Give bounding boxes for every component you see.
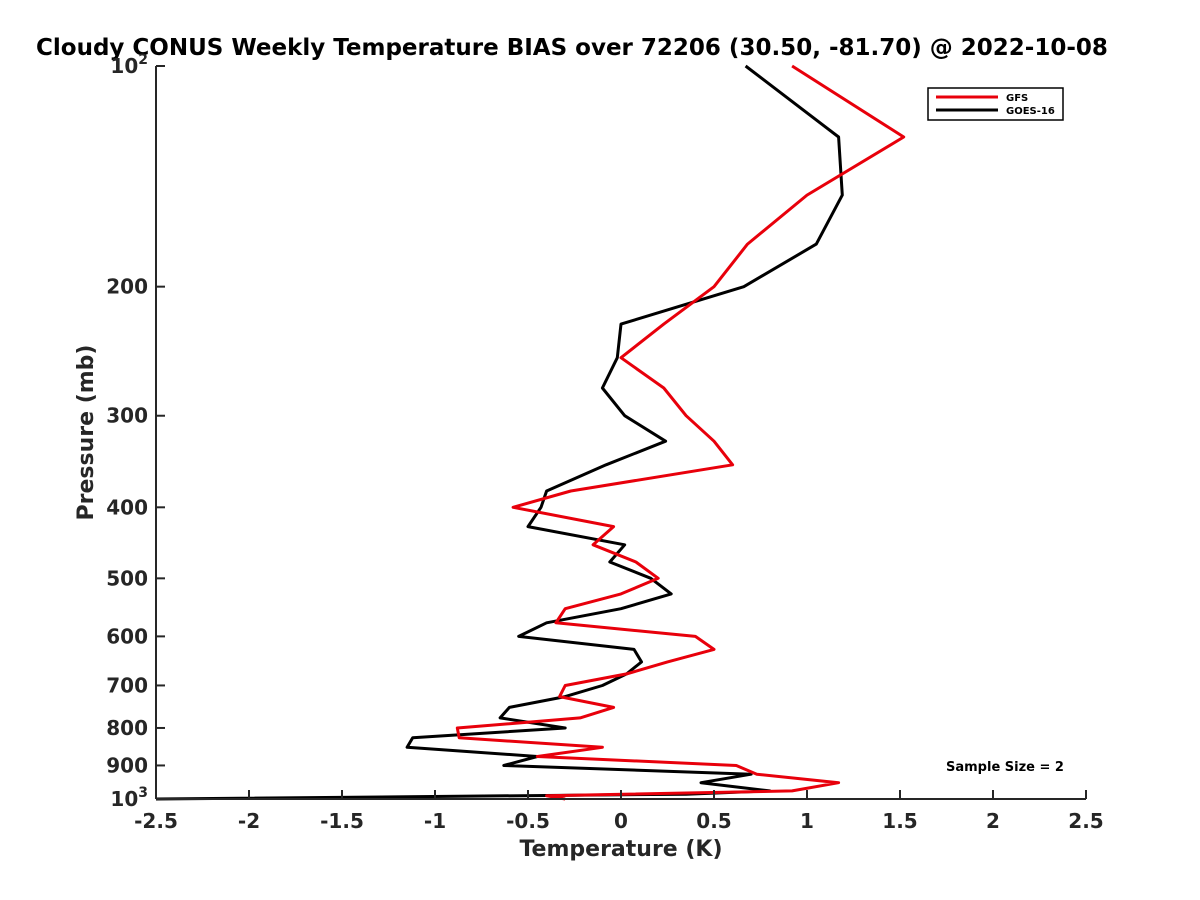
x-tick-label: -2	[238, 809, 260, 833]
y-tick-label: 700	[106, 673, 148, 697]
y-tick-label: 900	[106, 753, 148, 777]
x-tick-label: -1	[424, 809, 446, 833]
y-tick-label: 102	[110, 52, 148, 78]
x-axis-label: Temperature (K)	[519, 837, 722, 862]
x-tick-label: -0.5	[506, 809, 550, 833]
y-tick-label: 103	[110, 785, 148, 811]
y-axis-label: Pressure (mb)	[74, 345, 99, 521]
series-layer	[155, 64, 906, 801]
legend-label-goes-16: GOES-16	[1006, 106, 1055, 117]
legend: GFS GOES-16	[927, 87, 1064, 121]
legend-box	[927, 87, 1064, 121]
y-tick-label: 300	[106, 404, 148, 428]
x-tick-label: 0.5	[696, 809, 731, 833]
y-tick-label: 500	[106, 566, 148, 590]
y-tick-label: 600	[106, 624, 148, 648]
y-tick-label: 200	[106, 275, 148, 299]
sample-size-annotation: Sample Size = 2	[946, 760, 1064, 775]
x-tick-label: 1.5	[882, 809, 917, 833]
axes: -2.5 -2 -1.5 -1 -0.5 0 0.5 1 1.5 2 2.5 102 200 300 400…	[106, 52, 1103, 833]
y-tick-label: 400	[106, 495, 148, 519]
x-tick-label: 2.5	[1068, 809, 1103, 833]
x-tick-label: 0	[614, 809, 628, 833]
legend-label-gfs: GFS	[1006, 93, 1028, 104]
x-tick-label: -1.5	[320, 809, 364, 833]
plot-area	[156, 66, 1086, 799]
x-tick-label: -2.5	[134, 809, 178, 833]
y-tick-label: 800	[106, 716, 148, 740]
x-tick-label: 1	[800, 809, 814, 833]
series-line-goes-16	[155, 64, 844, 801]
x-tick-label: 2	[986, 809, 1000, 833]
chart-title: Cloudy CONUS Weekly Temperature BIAS ove…	[36, 35, 1108, 61]
series-line-gfs	[455, 64, 906, 801]
